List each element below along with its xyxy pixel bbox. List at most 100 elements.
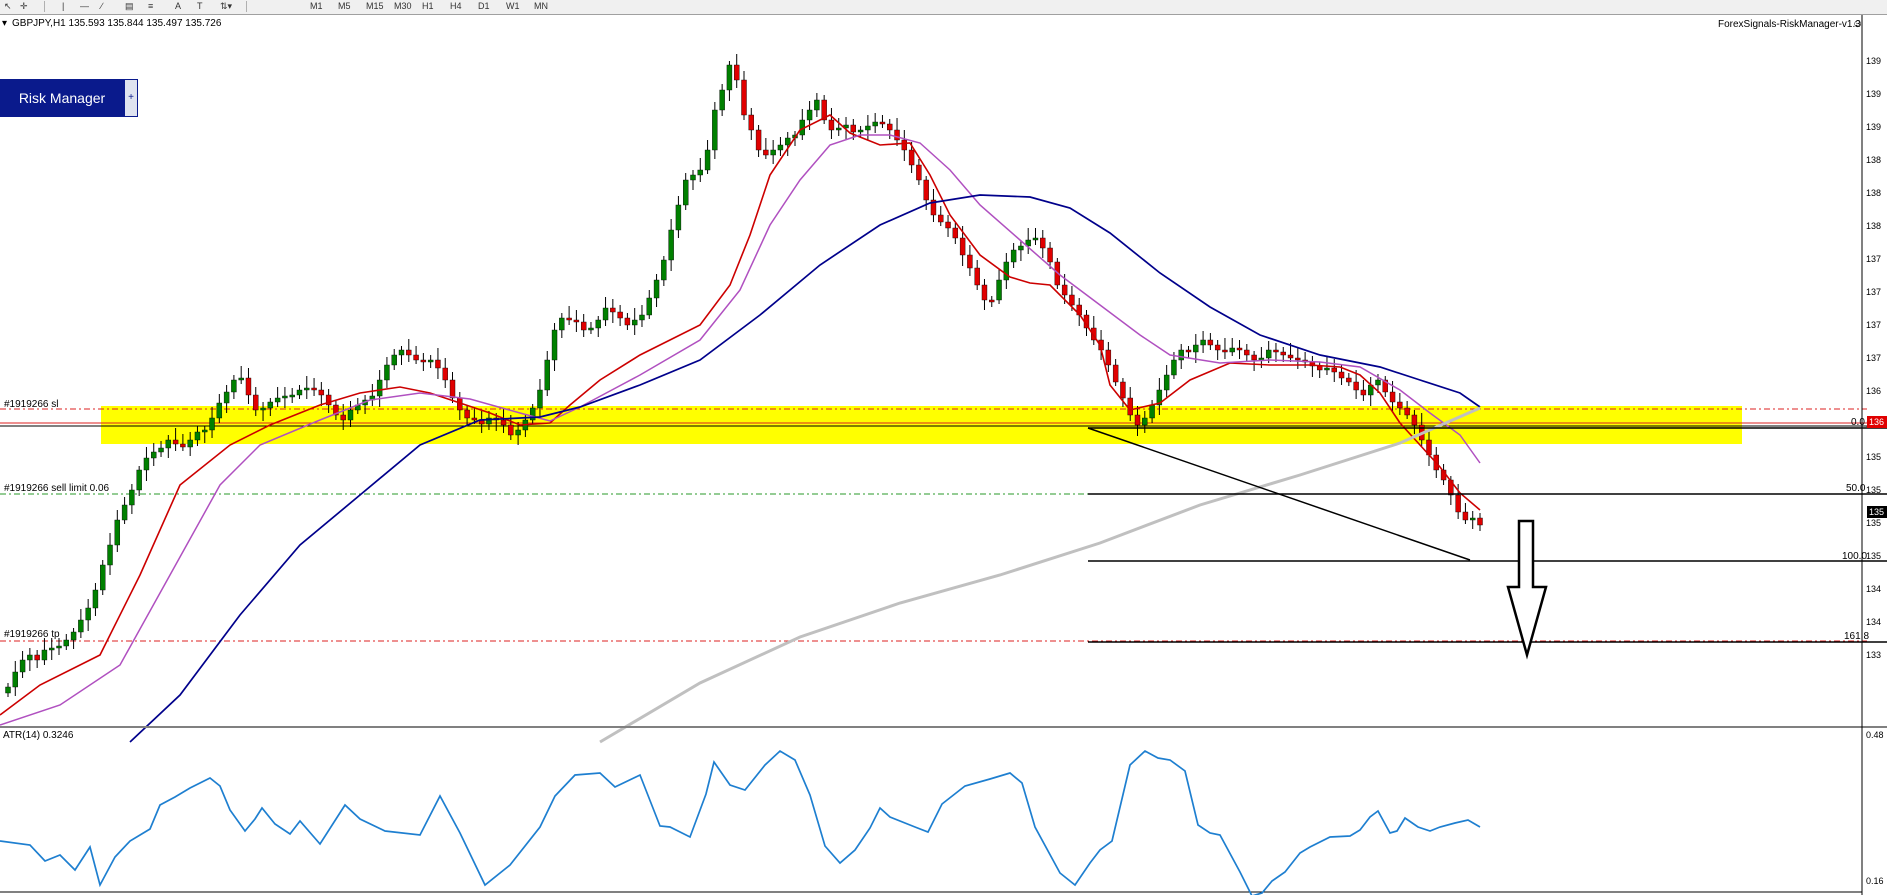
order-sell-limit-label: #1919266 sell limit 0.06 bbox=[4, 483, 110, 494]
candle-body bbox=[194, 431, 201, 441]
candle-body bbox=[486, 417, 492, 425]
candle-body bbox=[1265, 349, 1272, 359]
candle-body bbox=[719, 89, 725, 111]
timeframe-h4[interactable]: H4 bbox=[450, 1, 462, 11]
candle-body bbox=[566, 317, 572, 321]
candle-body bbox=[1244, 349, 1250, 356]
candle-body bbox=[617, 311, 623, 319]
candle-body bbox=[1091, 327, 1097, 341]
candle-body bbox=[631, 319, 638, 326]
candle-body bbox=[588, 327, 594, 331]
candle-body bbox=[1382, 379, 1388, 393]
fibonacci-icon[interactable]: ≡ bbox=[148, 1, 154, 11]
toolbar-separator bbox=[44, 1, 45, 12]
candle-body bbox=[245, 377, 252, 396]
price-axis-tick: 135 bbox=[1866, 551, 1882, 561]
candle-body bbox=[1324, 367, 1330, 371]
candle-body bbox=[449, 379, 456, 399]
candle-body bbox=[1010, 249, 1017, 263]
candle-body bbox=[136, 469, 142, 491]
candle-body bbox=[1222, 349, 1228, 353]
channel-icon[interactable]: ▤ bbox=[125, 1, 134, 11]
vertical-line-icon[interactable]: | bbox=[62, 1, 65, 11]
chart-canvas[interactable] bbox=[0, 15, 1887, 895]
candle-body bbox=[544, 359, 550, 391]
candle-body bbox=[887, 123, 893, 131]
candle-body bbox=[559, 317, 565, 331]
candle-body bbox=[996, 279, 1002, 301]
fib-label-0: 0.0 bbox=[1851, 417, 1865, 428]
candle-body bbox=[1477, 517, 1483, 526]
candle-body bbox=[1163, 374, 1170, 391]
candle-body bbox=[865, 125, 871, 131]
candle-body bbox=[879, 121, 886, 125]
order-sl-label: #1919266 sl bbox=[4, 399, 59, 410]
timeframe-m30[interactable]: M30 bbox=[394, 1, 412, 11]
price-axis-tick: 135 bbox=[1866, 452, 1882, 462]
timeframe-w1[interactable]: W1 bbox=[506, 1, 520, 11]
timeframe-mn[interactable]: MN bbox=[534, 1, 548, 11]
candle-body bbox=[1389, 391, 1396, 403]
candle-body bbox=[289, 394, 295, 398]
crosshair-icon[interactable]: ✛ bbox=[20, 1, 28, 11]
candle-body bbox=[872, 121, 878, 127]
timeframe-h1[interactable]: H1 bbox=[422, 1, 434, 11]
candle-body bbox=[1280, 351, 1286, 356]
timeframe-m1[interactable]: M1 bbox=[310, 1, 323, 11]
candle-body bbox=[347, 409, 354, 421]
candle-body bbox=[551, 329, 558, 361]
risk-manager-button[interactable]: Risk Manager bbox=[0, 79, 124, 117]
price-axis-tick: 139 bbox=[1866, 56, 1882, 66]
candle-body bbox=[406, 349, 412, 356]
candle-body bbox=[274, 397, 281, 403]
cursor-icon[interactable]: ↖ bbox=[4, 1, 12, 11]
candle-body bbox=[311, 387, 317, 391]
candle-body bbox=[1178, 349, 1184, 361]
timeframe-m15[interactable]: M15 bbox=[366, 1, 384, 11]
fib-label-161: 161.8 bbox=[1844, 631, 1870, 642]
symbol-dropdown-icon[interactable]: ▾ bbox=[2, 18, 8, 29]
candle-body bbox=[143, 457, 150, 471]
price-axis-tick: 134 bbox=[1866, 584, 1882, 594]
candle-body bbox=[391, 354, 397, 366]
candle-body bbox=[814, 99, 820, 111]
candle-body bbox=[573, 319, 580, 323]
candle-body bbox=[653, 279, 660, 299]
trendline-icon[interactable]: ∕ bbox=[101, 1, 103, 11]
ma-200-line bbox=[599, 406, 1481, 744]
candle-body bbox=[209, 417, 215, 431]
candle-body bbox=[908, 149, 915, 166]
candle-body bbox=[763, 149, 769, 156]
candle-body bbox=[282, 395, 288, 399]
candle-body bbox=[172, 439, 179, 445]
candle-body bbox=[857, 129, 864, 133]
arrows-icon[interactable]: ⇅▾ bbox=[220, 1, 233, 11]
price-axis-tick: 138 bbox=[1866, 155, 1882, 165]
candle-body bbox=[697, 169, 703, 176]
candle-body bbox=[202, 429, 208, 433]
candle-body bbox=[952, 227, 959, 239]
candle-body bbox=[19, 659, 26, 673]
candle-body bbox=[916, 164, 922, 181]
current-price-tag: 135 bbox=[1867, 506, 1887, 518]
candle-body bbox=[1047, 247, 1053, 263]
price-axis-tick: 135 bbox=[1866, 485, 1882, 495]
price-axis-tick: 139 bbox=[1866, 122, 1882, 132]
candle-body bbox=[413, 354, 419, 361]
candle-body bbox=[668, 229, 674, 261]
timeframe-d1[interactable]: D1 bbox=[478, 1, 490, 11]
candle-body bbox=[5, 686, 11, 694]
candle-body bbox=[435, 359, 441, 369]
timeframe-m5[interactable]: M5 bbox=[338, 1, 351, 11]
candle-body bbox=[1112, 364, 1119, 383]
candle-body bbox=[624, 317, 631, 326]
candle-body bbox=[515, 429, 521, 436]
candle-body bbox=[223, 391, 230, 404]
text-icon[interactable]: A bbox=[175, 1, 182, 11]
candle-body bbox=[806, 109, 813, 121]
horizontal-line-icon[interactable]: — bbox=[80, 1, 89, 11]
risk-manager-expand-button[interactable]: + bbox=[124, 79, 138, 117]
candle-body bbox=[675, 204, 682, 231]
label-icon[interactable]: T bbox=[197, 1, 203, 11]
candle-body bbox=[158, 447, 164, 453]
